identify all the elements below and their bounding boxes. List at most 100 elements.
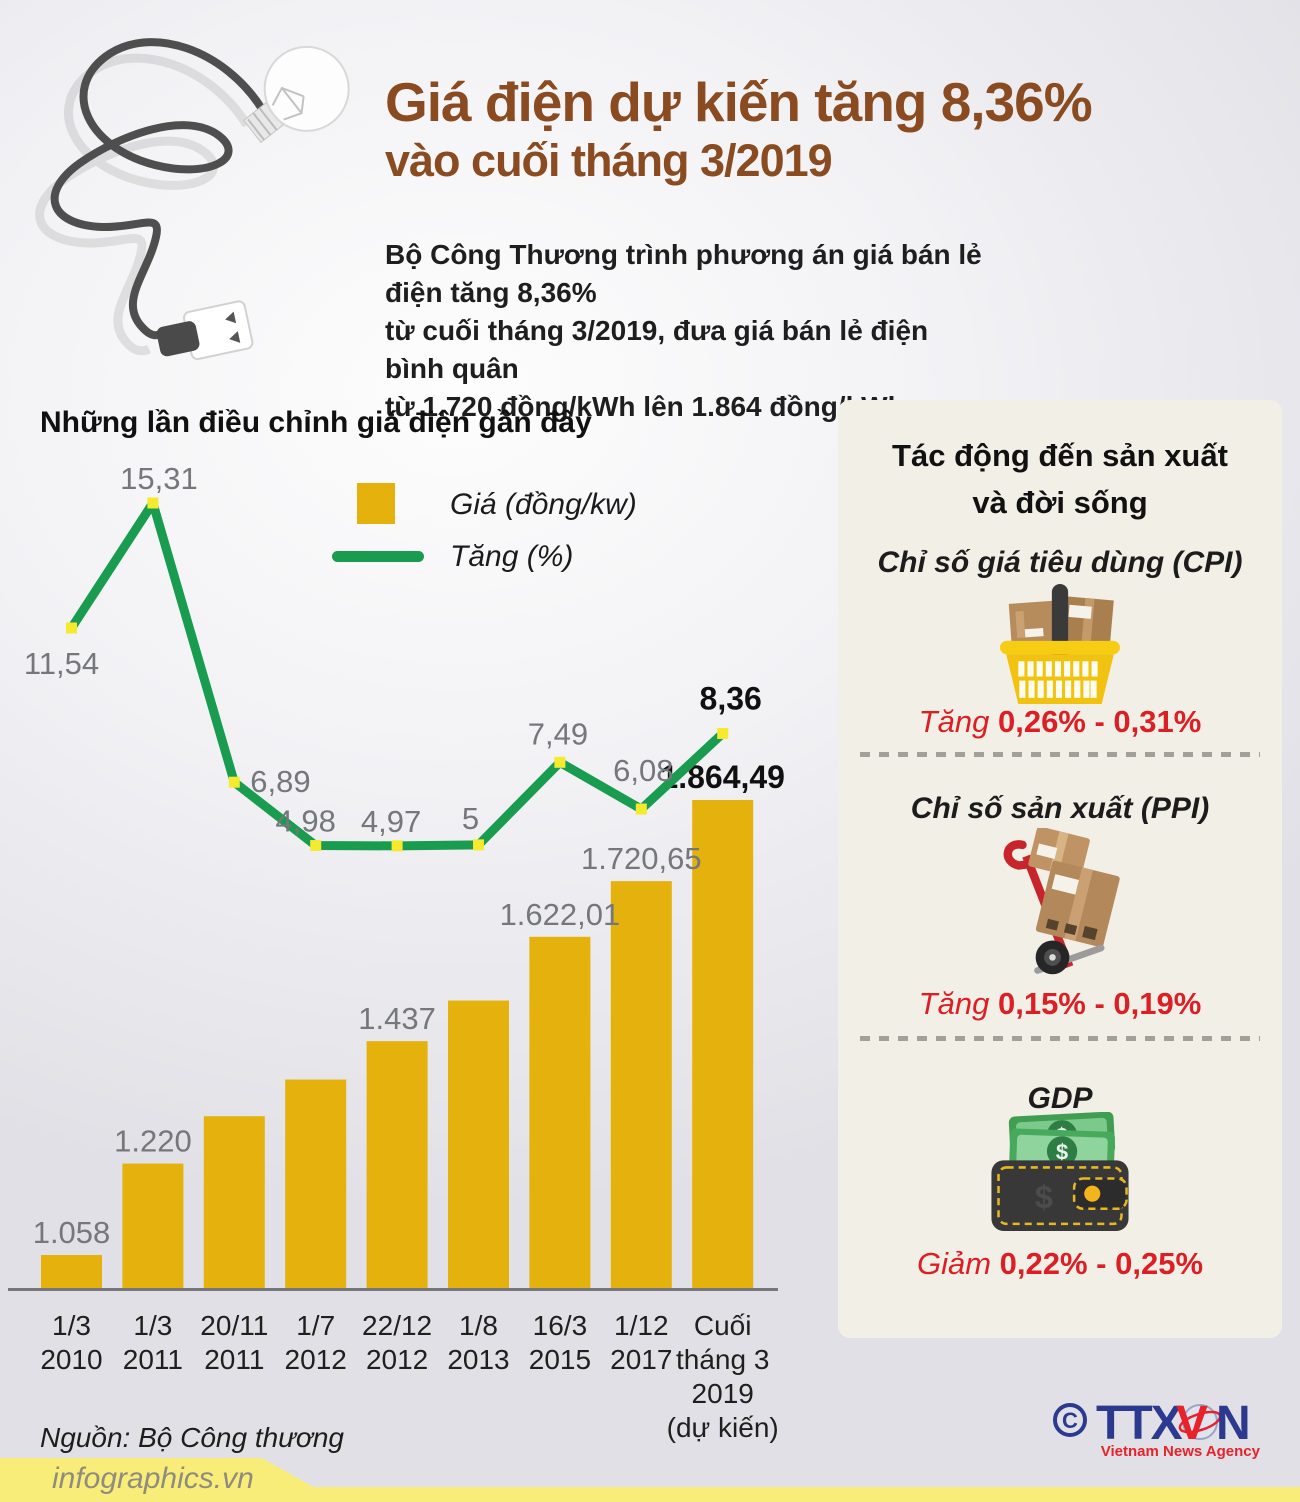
x-axis-label: 1/7 xyxy=(296,1310,335,1341)
cpi-impact-value: Tăng 0,26% - 0,31% xyxy=(838,704,1282,740)
cord xyxy=(50,38,266,340)
gdp-impact-value: Giảm 0,22% - 0,25% xyxy=(838,1246,1282,1282)
separator xyxy=(860,752,1260,757)
intro-line: từ cuối tháng 3/2019, đưa giá bán lẻ điệ… xyxy=(385,315,929,384)
bar-value-label: 1.058 xyxy=(33,1215,111,1250)
bar xyxy=(529,936,591,1288)
intro-line: Bộ Công Thương trình phương án giá bán l… xyxy=(385,239,982,308)
x-axis-label: 2012 xyxy=(366,1344,428,1375)
bar xyxy=(122,1163,184,1288)
x-axis-label: 22/12 xyxy=(362,1310,432,1341)
svg-text:$: $ xyxy=(1035,1179,1053,1215)
bar xyxy=(203,1116,265,1288)
legend-line-label: Tăng (%) xyxy=(450,540,574,573)
x-axis-label: 16/3 xyxy=(533,1310,588,1341)
bar xyxy=(448,1000,509,1288)
intro-line: từ 1.720 đồng/kWh lên 1.864 đồng/kWh. xyxy=(385,391,913,422)
line-value-label: 11,54 xyxy=(24,646,99,681)
legend-bar-swatch xyxy=(357,483,395,524)
x-axis-label: 1/12 xyxy=(614,1310,669,1341)
x-axis-label: 2012 xyxy=(285,1344,347,1375)
svg-text:V: V xyxy=(1176,1397,1208,1450)
x-axis-label: 2019 xyxy=(692,1378,754,1409)
chart-title: Những lần điều chỉnh giá điện gần đây xyxy=(40,406,592,439)
gdp-range: 0,22% - 0,25% xyxy=(999,1246,1204,1281)
footer-strip xyxy=(0,1487,1300,1502)
line-marker xyxy=(228,776,240,788)
impact-panel-title-line1: Tác động đến sản xuất xyxy=(892,438,1228,473)
x-axis-label: 2013 xyxy=(447,1344,509,1375)
x-axis-label: 1/3 xyxy=(52,1310,91,1341)
x-axis-label: 1/8 xyxy=(459,1310,498,1341)
cpi-label: Chỉ số giá tiêu dùng (CPI) xyxy=(877,546,1243,579)
x-axis-label: 2017 xyxy=(610,1344,672,1375)
line-value-label: 6,89 xyxy=(250,764,310,799)
bar-value-label: 1.622,01 xyxy=(500,897,621,932)
x-axis-label: 2011 xyxy=(123,1344,183,1375)
x-axis-label: 2015 xyxy=(529,1344,591,1375)
legend-line-swatch xyxy=(332,551,424,562)
line-value-label: 6,08 xyxy=(613,753,673,788)
bar-value-label: 1.720,65 xyxy=(581,841,702,876)
line-marker xyxy=(66,622,77,634)
trend-line xyxy=(67,498,728,851)
x-axis-label: 2010 xyxy=(40,1344,102,1375)
line-marker xyxy=(717,727,729,739)
line-marker xyxy=(391,840,403,852)
line-marker xyxy=(473,839,484,851)
ttxvn-logo: C TTX V N Vietnam News Agency xyxy=(1053,1397,1261,1460)
page-subtitle: vào cuối tháng 3/2019 xyxy=(385,135,833,186)
ppi-label: Chỉ số sản xuất (PPI) xyxy=(910,792,1210,825)
intro-paragraph: Bộ Công Thương trình phương án giá bán l… xyxy=(385,236,985,426)
impact-panel-title-line2: và đời sống xyxy=(972,485,1148,520)
bar-value-label: 1.437 xyxy=(358,1001,436,1036)
x-axis-label: 1/3 xyxy=(133,1310,172,1341)
x-axis-label: Cuối xyxy=(694,1310,752,1341)
line-marker xyxy=(554,756,566,768)
copyright-icon: C xyxy=(1062,1408,1078,1433)
gdp-direction: Giảm xyxy=(916,1246,992,1281)
impact-panel-title: Tác động đến sản xuất và đời sống xyxy=(838,432,1282,526)
infographics-site-label: infographics.vn xyxy=(52,1462,254,1495)
x-axis-label: (dự kiến) xyxy=(667,1412,779,1443)
bar xyxy=(285,1079,347,1288)
bar xyxy=(366,1041,428,1288)
light-bulb-icon xyxy=(242,45,350,144)
svg-text:$: $ xyxy=(1055,1139,1069,1164)
line-value-label: 15,31 xyxy=(120,461,198,496)
legend-bar-label: Giá (đồng/kw) xyxy=(450,488,637,521)
plug-outlet-icon xyxy=(156,300,254,360)
x-axis-label: 20/11 xyxy=(200,1310,268,1341)
source-note: Nguồn: Bộ Công thương xyxy=(40,1422,344,1453)
logo-subtext: Vietnam News Agency xyxy=(1101,1443,1261,1460)
line-marker xyxy=(310,840,322,852)
x-axis-label: tháng 3 xyxy=(676,1344,769,1375)
line-value-label: 7,49 xyxy=(528,716,588,751)
svg-text:TTX: TTX xyxy=(1096,1397,1183,1450)
line-marker xyxy=(635,803,647,815)
line-value-label: 4,98 xyxy=(276,804,336,839)
line-value-label: 5 xyxy=(462,801,479,836)
x-axis-label: 2011 xyxy=(204,1344,264,1375)
svg-text:N: N xyxy=(1216,1397,1251,1450)
impact-panel: Tác động đến sản xuất và đời sống Chỉ số… xyxy=(838,400,1282,1338)
ppi-direction: Tăng xyxy=(918,986,990,1021)
page-title: Giá điện dự kiến tăng 8,36% xyxy=(385,71,1093,133)
line-value-label: 4,97 xyxy=(361,804,421,839)
bar xyxy=(692,799,754,1288)
separator xyxy=(860,1036,1260,1041)
cpi-range: 0,26% - 0,31% xyxy=(997,704,1202,739)
bar-value-label: 1.220 xyxy=(114,1124,192,1159)
lightbulb-cord-illustration xyxy=(35,38,350,360)
shopping-basket-icon xyxy=(838,584,1282,706)
hand-truck-icon xyxy=(838,828,1282,978)
gdp-label: GDP xyxy=(1027,1082,1093,1115)
ppi-range: 0,15% - 0,19% xyxy=(997,986,1202,1021)
cpi-direction: Tăng xyxy=(918,704,990,739)
bar xyxy=(610,881,672,1288)
line-marker xyxy=(147,497,159,509)
wallet-icon: $ $ $ xyxy=(838,1112,1282,1238)
line-value-label: 8,36 xyxy=(700,680,762,716)
